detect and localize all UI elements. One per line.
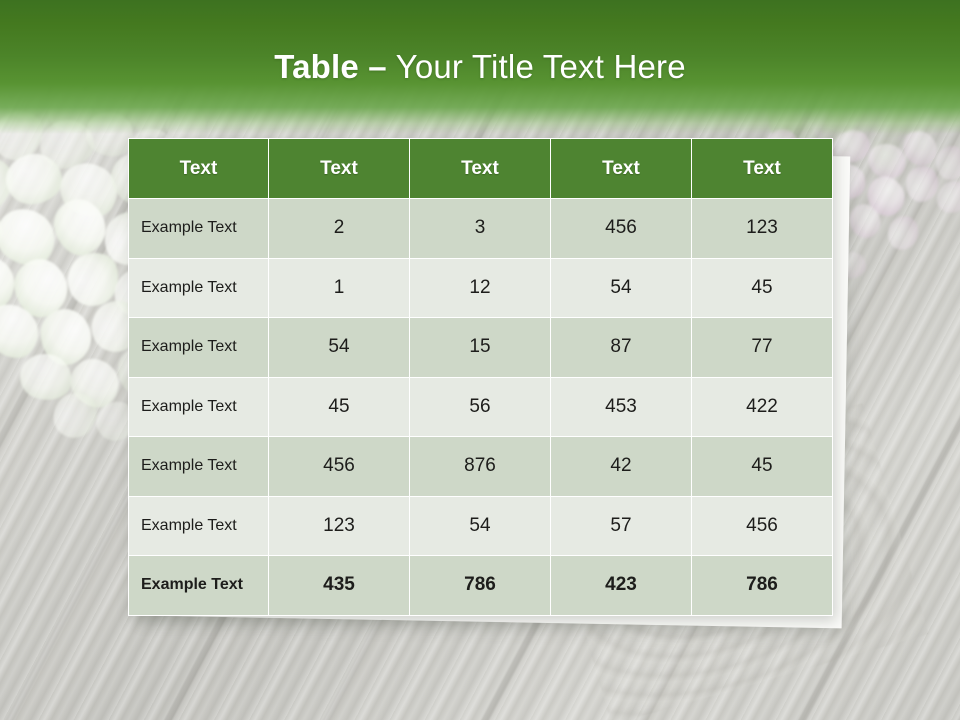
table-header-cell-1[interactable]: Text <box>268 138 410 199</box>
table-row: Example Text 456 876 42 45 <box>128 436 833 497</box>
table-body: Example Text 2 3 456 123 Example Text 1 12 54 45 E… <box>128 198 833 616</box>
table-header-cell-4[interactable]: Text <box>691 138 833 199</box>
table-cell-value: 54 <box>409 495 551 556</box>
table-cell-value: 453 <box>550 376 692 437</box>
table-row-label: Example Text <box>128 198 269 259</box>
table-cell-value: 123 <box>268 495 410 556</box>
table-header-cell-2[interactable]: Text <box>409 138 551 199</box>
title-banner <box>0 0 960 134</box>
data-table: Text Text Text Text Text Example Text 2 3 456 12… <box>128 138 833 616</box>
flower-petal <box>934 144 960 182</box>
page-title: Table – Your Title Text Here <box>0 47 960 87</box>
table-cell-value: 57 <box>550 495 692 556</box>
table-row: Example Text 45 56 453 422 <box>128 376 833 437</box>
table-cell-value: 456 <box>550 198 692 259</box>
table-cell-value: 456 <box>691 495 833 556</box>
table-row: Example Text 1 12 54 45 <box>128 257 833 318</box>
page-title-rest: Your Title Text Here <box>386 48 686 85</box>
table-row-label: Example Text <box>128 376 269 437</box>
table-cell-value: 876 <box>409 436 551 497</box>
table-row-label: Example Text <box>128 555 269 616</box>
flower-petal <box>884 212 922 254</box>
table-cell-value: 2 <box>268 198 410 259</box>
table-header: Text Text Text Text Text <box>128 138 833 199</box>
table-cell-value: 56 <box>409 376 551 437</box>
table-row-label: Example Text <box>128 317 269 378</box>
table-cell-value: 786 <box>409 555 551 616</box>
table-cell-value: 15 <box>409 317 551 378</box>
table-header-row: Text Text Text Text Text <box>128 138 833 199</box>
table-cell-value: 423 <box>550 555 692 616</box>
table-cell-value: 1 <box>268 257 410 318</box>
table-cell-value: 435 <box>268 555 410 616</box>
table-cell-value: 45 <box>268 376 410 437</box>
table-row-label: Example Text <box>128 436 269 497</box>
table-cell-value: 42 <box>550 436 692 497</box>
table-cell-value: 45 <box>691 436 833 497</box>
flower-petal <box>903 163 941 205</box>
table-cell-value: 77 <box>691 317 833 378</box>
table-cell-value: 123 <box>691 198 833 259</box>
table-cell-value: 3 <box>409 198 551 259</box>
table-cell-value: 45 <box>691 257 833 318</box>
table-cell-value: 87 <box>550 317 692 378</box>
table-total-row: Example Text 435 786 423 786 <box>128 555 833 616</box>
table-cell-value: 786 <box>691 555 833 616</box>
table-row-label: Example Text <box>128 257 269 318</box>
table-cell-value: 54 <box>550 257 692 318</box>
table-cell-value: 54 <box>268 317 410 378</box>
table-cell-value: 456 <box>268 436 410 497</box>
table-cell-value: 422 <box>691 376 833 437</box>
table-row-label: Example Text <box>128 495 269 556</box>
table-row: Example Text 2 3 456 123 <box>128 198 833 259</box>
table-row: Example Text 123 54 57 456 <box>128 495 833 556</box>
data-table-container: Text Text Text Text Text Example Text 2 3 456 12… <box>128 138 833 616</box>
page-title-bold: Table – <box>274 48 387 85</box>
table-row: Example Text 54 15 87 77 <box>128 317 833 378</box>
table-header-cell-0[interactable]: Text <box>128 138 269 199</box>
table-header-cell-3[interactable]: Text <box>550 138 692 199</box>
table-cell-value: 12 <box>409 257 551 318</box>
